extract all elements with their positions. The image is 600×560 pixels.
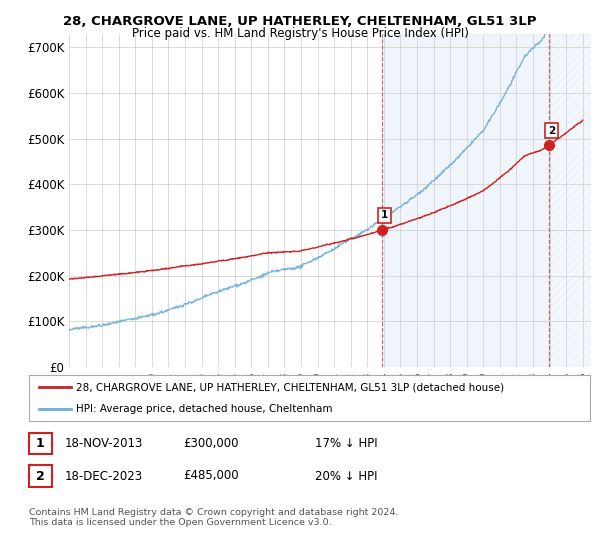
Text: 20% ↓ HPI: 20% ↓ HPI: [315, 469, 377, 483]
Text: 2: 2: [36, 469, 44, 483]
Text: £485,000: £485,000: [183, 469, 239, 483]
Text: 28, CHARGROVE LANE, UP HATHERLEY, CHELTENHAM, GL51 3LP (detached house): 28, CHARGROVE LANE, UP HATHERLEY, CHELTE…: [76, 382, 505, 392]
Text: 18-NOV-2013: 18-NOV-2013: [65, 437, 143, 450]
Bar: [549, 34, 591, 367]
Text: 17% ↓ HPI: 17% ↓ HPI: [315, 437, 377, 450]
Text: 28, CHARGROVE LANE, UP HATHERLEY, CHELTENHAM, GL51 3LP: 28, CHARGROVE LANE, UP HATHERLEY, CHELTE…: [63, 15, 537, 28]
Bar: [382, 34, 549, 367]
Text: 1: 1: [381, 210, 388, 220]
Text: Contains HM Land Registry data © Crown copyright and database right 2024.
This d: Contains HM Land Registry data © Crown c…: [29, 508, 398, 528]
Text: 1: 1: [36, 437, 44, 450]
Text: HPI: Average price, detached house, Cheltenham: HPI: Average price, detached house, Chel…: [76, 404, 333, 414]
Text: Price paid vs. HM Land Registry's House Price Index (HPI): Price paid vs. HM Land Registry's House …: [131, 27, 469, 40]
Text: 2: 2: [548, 126, 555, 136]
Text: 18-DEC-2023: 18-DEC-2023: [65, 469, 143, 483]
Text: £300,000: £300,000: [183, 437, 239, 450]
